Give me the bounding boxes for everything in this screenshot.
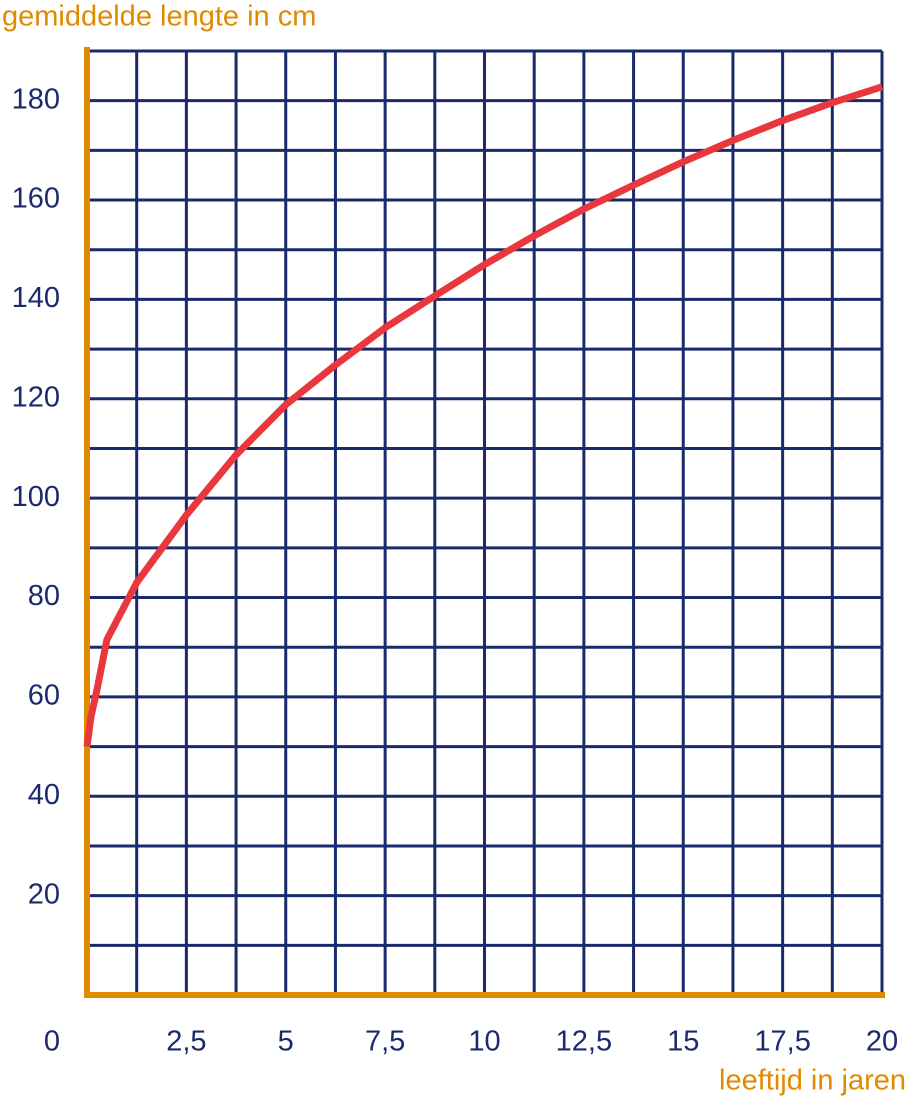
- y-tick-label: 100: [12, 481, 60, 513]
- y-tick-label: 60: [28, 680, 60, 712]
- x-tick-label: 15: [667, 1026, 699, 1058]
- x-tick-label: 7,5: [365, 1026, 405, 1058]
- y-tick-label: 180: [12, 83, 60, 115]
- x-tick-label: 5: [278, 1026, 294, 1058]
- y-tick-label: 40: [28, 779, 60, 811]
- y-axis-title: gemiddelde lengte in cm: [2, 1, 316, 33]
- y-tick-label: 20: [28, 878, 60, 910]
- x-tick-label: 0: [44, 1026, 60, 1058]
- line-series: [83, 83, 884, 748]
- y-tick-label: 140: [12, 282, 60, 314]
- y-tick-label: 80: [28, 580, 60, 612]
- x-axis-title: leeftijd in jaren: [719, 1065, 906, 1097]
- x-tick-label: 20: [866, 1026, 898, 1058]
- y-tick-label: 120: [12, 381, 60, 413]
- x-tick-label: 2,5: [166, 1026, 206, 1058]
- x-tick-label: 10: [468, 1026, 500, 1058]
- x-tick-label: 12,5: [556, 1026, 612, 1058]
- y-tick-label: 160: [12, 183, 60, 215]
- x-tick-label: 17,5: [754, 1026, 810, 1058]
